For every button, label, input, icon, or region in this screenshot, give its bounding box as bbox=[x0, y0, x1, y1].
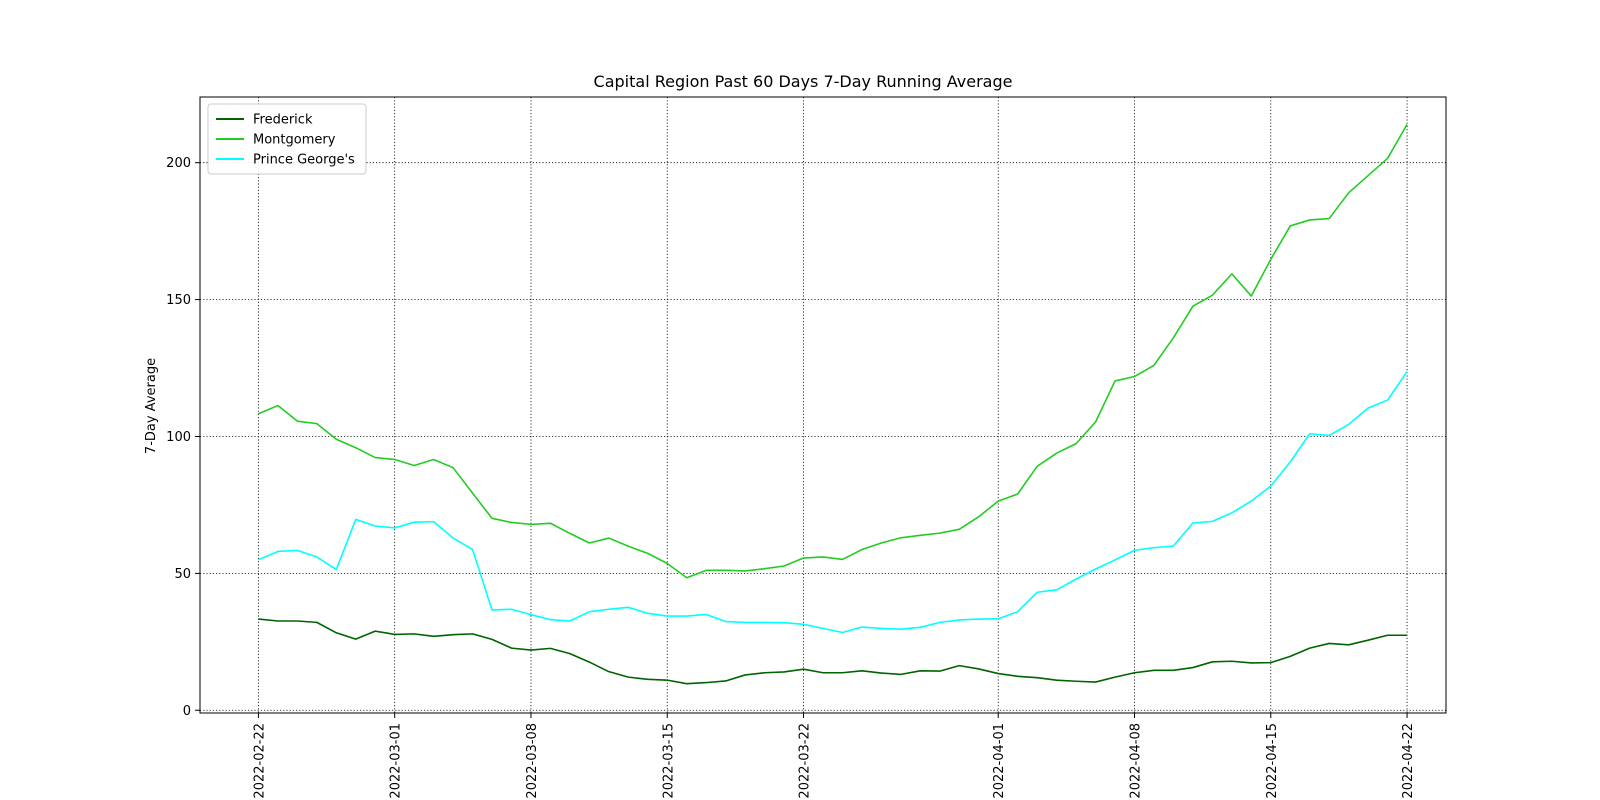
legend: Frederick Montgomery Prince George's bbox=[207, 103, 367, 175]
y-tick-label: 200 bbox=[166, 156, 191, 171]
y-tick-label: 100 bbox=[166, 430, 191, 445]
x-tick-label: 2022-04-22 bbox=[1401, 723, 1416, 799]
legend-entry-label: Prince George's bbox=[253, 153, 355, 168]
x-axis-ticks: 2022-02-22 2022-03-01 2022-03-08 2022-03-15… bbox=[252, 713, 1416, 799]
y-tick-label: 150 bbox=[166, 293, 191, 308]
series-line-montgomery bbox=[258, 123, 1408, 579]
y-axis-ticks: 0 50 100 150 200 bbox=[166, 156, 200, 719]
x-tick-label: 2022-02-22 bbox=[252, 723, 267, 799]
legend-box bbox=[207, 103, 367, 175]
chart-title: Capital Region Past 60 Days 7-Day Runnin… bbox=[594, 72, 1013, 91]
series-line-frederick bbox=[258, 618, 1408, 685]
legend-entry-label: Frederick bbox=[253, 113, 313, 128]
y-tick-label: 50 bbox=[174, 567, 191, 582]
x-tick-label: 2022-03-15 bbox=[661, 723, 676, 799]
x-tick-label: 2022-03-01 bbox=[389, 723, 404, 799]
series-lines bbox=[258, 123, 1408, 685]
x-tick-label: 2022-03-08 bbox=[525, 723, 540, 799]
grid bbox=[200, 97, 1446, 713]
series-line-prince-george-s bbox=[258, 371, 1408, 634]
x-tick-label: 2022-04-15 bbox=[1265, 723, 1280, 799]
x-tick-label: 2022-04-01 bbox=[992, 723, 1007, 799]
plot-frame bbox=[199, 96, 1447, 714]
legend-entry-label: Montgomery bbox=[253, 133, 336, 148]
x-tick-label: 2022-04-08 bbox=[1129, 723, 1144, 799]
y-axis-label: 7-Day Average bbox=[144, 358, 159, 454]
y-tick-label: 0 bbox=[183, 704, 191, 719]
x-tick-label: 2022-03-22 bbox=[798, 723, 813, 799]
